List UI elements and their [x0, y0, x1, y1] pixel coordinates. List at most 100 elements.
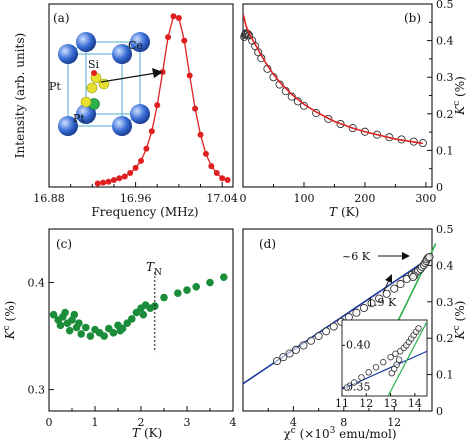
- panel-a-spectrum-point: [213, 170, 220, 177]
- panel-a-spectrum-point: [175, 14, 182, 21]
- panel-c-y-axis-label: Kc (%): [2, 301, 17, 341]
- panel-d-data-point: [425, 252, 434, 262]
- panel-d-arrow-19k-line: [382, 279, 390, 294]
- ce-atom: [112, 44, 132, 64]
- inset-fit-line-green: [387, 321, 428, 397]
- ce-atom: [130, 32, 150, 52]
- panel-d-y-tick-label: 0.3: [436, 296, 454, 309]
- panel-d-data-point: [396, 279, 405, 289]
- panel-c-data-point: [56, 321, 65, 330]
- inset-label-si: Si: [88, 58, 100, 71]
- panel-d-data-point: [306, 336, 316, 345]
- panel-a-spectrum-point: [202, 150, 209, 157]
- panel-b-data-point: [373, 130, 382, 139]
- panel-a-spectrum-point: [127, 170, 134, 177]
- panel-a-spectrum-point: [116, 175, 123, 182]
- inset-data-point: [365, 369, 372, 376]
- ce-atom: [112, 116, 132, 136]
- panel-b-data-point: [360, 127, 369, 136]
- panel-a-spectrum-point: [132, 164, 139, 171]
- pointer-arrow-head: [152, 68, 163, 78]
- panel-d-data-point: [352, 308, 361, 317]
- panel-d-data-point: [279, 353, 288, 362]
- panel-a-spectrum-point: [165, 34, 172, 41]
- panel-d-arrow-19k-head: [385, 274, 392, 283]
- inset-x-tick-label: 14: [408, 397, 422, 410]
- panel-a-spectrum-point: [224, 177, 231, 184]
- panel-b-x-tick-label: 100: [293, 192, 314, 205]
- panel-d-x-axis-label: χc (×103 emu/mol): [283, 426, 396, 440]
- panel-b-y-tick-label: 0.5: [436, 0, 454, 11]
- panel-d-y-axis-label: Kc (%): [452, 301, 467, 341]
- panel-c-data-point: [220, 273, 228, 281]
- inset-data-point: [343, 384, 351, 391]
- panel-b-y-tick-label: 0.4: [436, 35, 454, 48]
- panel-c-label: (c): [56, 237, 72, 251]
- inset-data-point: [372, 364, 380, 371]
- panel-d-data-point: [291, 345, 300, 354]
- panel-c-x-tick-label: 4: [230, 416, 237, 429]
- inset-label-ce: Ce: [128, 39, 143, 52]
- panel-a-spectrum-point: [138, 157, 144, 164]
- inset-data-point: [415, 325, 422, 332]
- panel-c-x-tick-label: 3: [184, 416, 191, 429]
- panel-d-data-point: [375, 294, 384, 303]
- pt-atom: [80, 96, 92, 108]
- panel-a-spectrum-point: [181, 37, 188, 44]
- panel-b-x-axis-label-symbol: T: [329, 205, 338, 219]
- panel-a-label: (a): [53, 11, 70, 25]
- panel-d-data-point: [367, 299, 376, 308]
- panel-d-data-point: [314, 331, 323, 341]
- panel-c-tn-annotation: TN: [146, 260, 162, 278]
- panel-a-spectrum-point: [110, 177, 117, 184]
- panel-a-spectrum-point: [94, 180, 101, 187]
- panel-b-y-tick-label: 0.2: [436, 108, 454, 121]
- panel-d-label: (d): [259, 237, 276, 251]
- panel-b-data-point: [348, 124, 357, 133]
- panel-c-x-tick-label: 2: [138, 416, 145, 429]
- panel-c-data-point: [139, 310, 148, 319]
- panel-c-data-point: [151, 302, 159, 310]
- panel-a-x-tick-label: 17.04: [206, 192, 238, 205]
- panel-d-data-point: [390, 284, 399, 293]
- panel-a-spectrum-line: [97, 15, 228, 185]
- panel-a-x-axis-label: Frequency (MHz): [91, 205, 198, 219]
- panel-c-data-point: [183, 286, 191, 294]
- panel-b-x-tick-label: 0: [240, 192, 247, 205]
- panel-c-data-point: [65, 326, 74, 335]
- pt-atom: [86, 82, 98, 94]
- panel-a-x-tick-label: 16.96: [120, 192, 152, 205]
- panel-b-y-tick-label: 0: [436, 181, 443, 194]
- panel-b-label: (b): [404, 11, 421, 25]
- inset-x-tick-label: 13: [384, 397, 398, 410]
- panel-a-spectrum-point: [219, 175, 226, 182]
- inset-data-point: [358, 374, 365, 381]
- panel-d-data-point: [382, 289, 391, 298]
- panel-a-spectrum-point: [192, 105, 199, 112]
- panel-d-arrow-6k-head: [402, 252, 410, 260]
- panel-c-data-point: [61, 308, 69, 317]
- panel-c-data-point: [109, 329, 118, 337]
- panel-c-x-tick-label: 1: [92, 416, 99, 429]
- panel-b-data-point: [324, 114, 333, 123]
- inset-label-pt-lower: Pt: [73, 112, 85, 125]
- panel-b-fit-curve: [242, 14, 423, 145]
- si-atom: [91, 70, 97, 76]
- panel-c-data-point: [100, 332, 108, 340]
- panel-d-frame: [242, 228, 433, 412]
- panel-a-spectrum-point: [154, 102, 161, 109]
- panel-c-data-point: [49, 310, 58, 319]
- panel-b-frame: [242, 3, 433, 188]
- panel-a-spectrum-point: [170, 13, 177, 20]
- panel-c-data-point: [118, 324, 127, 333]
- panel-d-data-point: [329, 322, 338, 331]
- panel-d-data-point: [322, 327, 331, 336]
- panel-b-x-axis-label-unit: (K): [341, 205, 359, 219]
- panel-a-spectrum-point: [148, 128, 155, 135]
- panel-a-spectrum-point: [208, 163, 215, 170]
- crystal-structure-inset: [58, 32, 163, 136]
- pointer-arrow-line: [100, 72, 157, 83]
- unit-cell-front: [67, 53, 123, 127]
- panel-a-spectrum-point: [143, 145, 150, 152]
- inset-y-tick-label: 0.40: [346, 338, 371, 351]
